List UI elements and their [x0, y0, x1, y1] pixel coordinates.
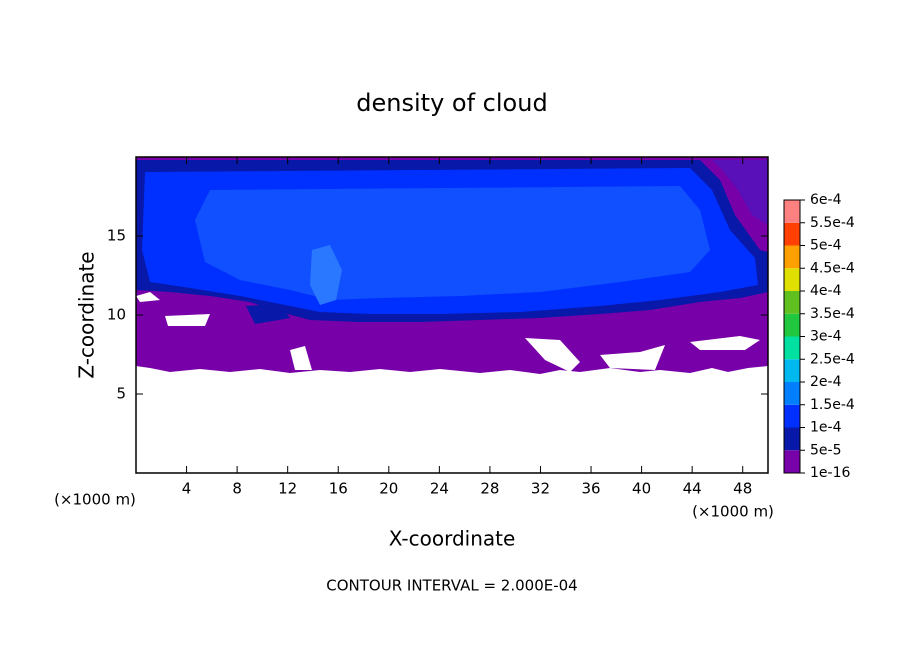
y-axis-label: Z-coordinate: [75, 251, 99, 378]
colorbar-label: 2e-4: [810, 374, 842, 390]
colorbar-band: [784, 222, 800, 246]
colorbar-band: [784, 450, 800, 473]
x-tick-label: 4: [182, 480, 192, 498]
colorbar-label: 3.5e-4: [810, 306, 855, 322]
colorbar-band: [784, 245, 800, 269]
colorbar-band: [784, 291, 800, 314]
x-tick-label: 28: [480, 480, 499, 498]
colorbar-label: 5e-5: [810, 442, 841, 458]
x-tick-label: 16: [329, 480, 348, 498]
contour-note: CONTOUR INTERVAL = 2.000E-04: [326, 577, 577, 595]
x-tick-label: 44: [683, 480, 702, 498]
colorbar-label: 1e-4: [810, 420, 842, 436]
contour-gap: [136, 292, 760, 372]
colorbar-band: [784, 382, 800, 405]
chart-title: density of cloud: [356, 89, 547, 117]
colorbar-band: [784, 200, 800, 223]
x-tick-label: 48: [733, 480, 752, 498]
colorbar-label: 3e-4: [810, 329, 842, 345]
x-tick-label: 24: [430, 480, 449, 498]
colorbar-band: [784, 268, 800, 291]
colorbar-frame: [783, 199, 801, 474]
y-tick-label: 15: [107, 227, 126, 245]
colorbar-label: 4.5e-4: [810, 260, 855, 276]
colorbar-label: 5.5e-4: [810, 215, 855, 231]
x-tick-label: 8: [232, 480, 242, 498]
colorbar-label: 2.5e-4: [810, 351, 855, 367]
colorbar-label: 5e-4: [810, 238, 842, 254]
colorbar-band: [784, 404, 800, 428]
colorbar-label: 1e-16: [810, 465, 850, 481]
x-axis-label: X-coordinate: [389, 527, 516, 551]
colorbar-label: 1.5e-4: [810, 397, 855, 413]
contour-region: [310, 245, 342, 305]
x-tick-label: 32: [531, 480, 550, 498]
x-axis-unit: (×1000 m): [692, 503, 774, 521]
contour-region: [712, 160, 768, 225]
x-tick-label: 12: [278, 480, 297, 498]
x-tick-label: 20: [379, 480, 398, 498]
contour-field: [136, 157, 768, 473]
colorbar-label: 6e-4: [810, 192, 842, 208]
colorbar-band: [784, 336, 800, 360]
y-axis-unit: (×1000 m): [54, 491, 136, 509]
colorbar-band: [784, 427, 800, 451]
y-tick-label: 10: [107, 306, 126, 324]
colorbar-band: [784, 313, 800, 337]
x-tick-label: 36: [581, 480, 600, 498]
y-tick-label: 5: [116, 385, 126, 403]
colorbar-band: [784, 359, 800, 382]
x-tick-label: 40: [632, 480, 651, 498]
colorbar-label: 4e-4: [810, 283, 842, 299]
contour-region: [246, 304, 290, 324]
